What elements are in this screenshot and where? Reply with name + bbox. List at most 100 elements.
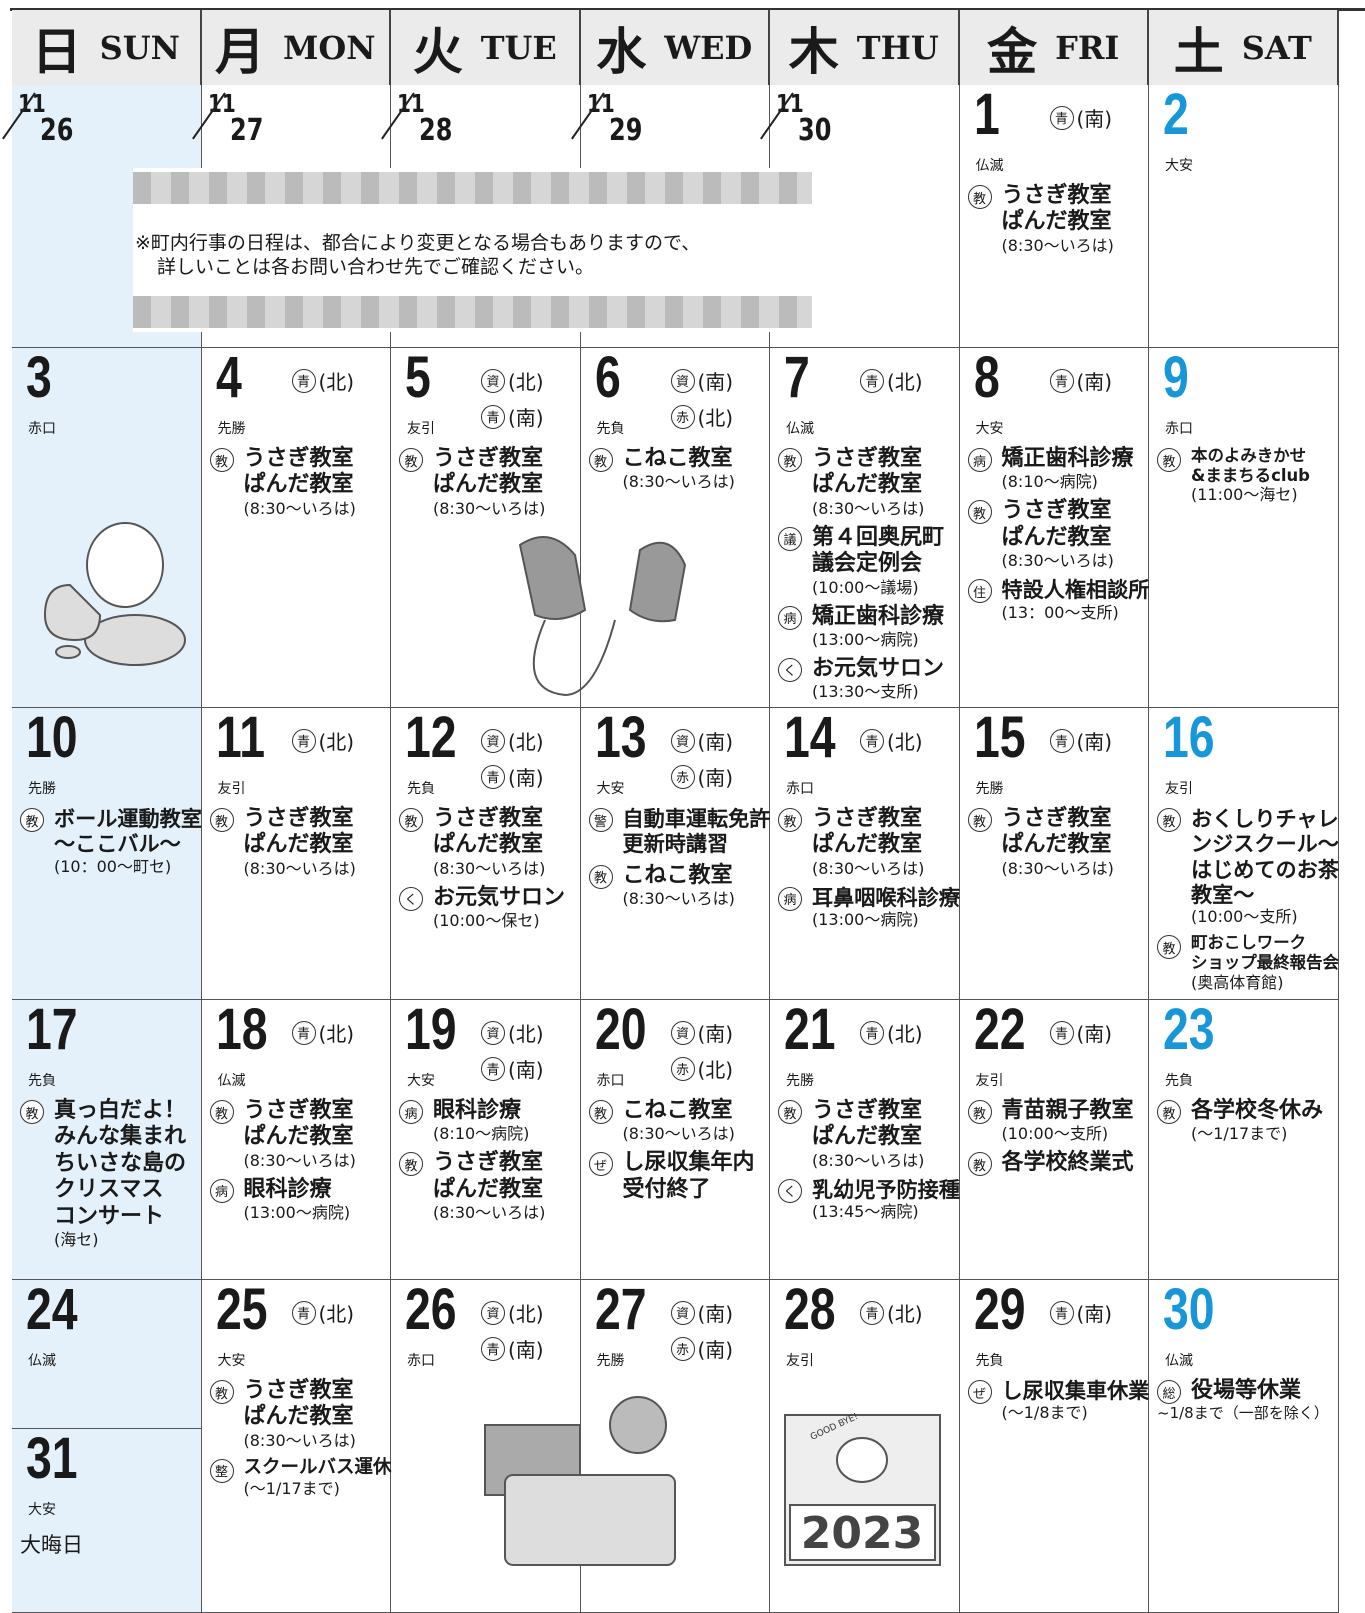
header-cell: 日 SUN <box>12 10 202 85</box>
tag-icon: 赤 <box>670 764 695 789</box>
day-cell: 28 友引 青 (北) <box>770 1277 960 1613</box>
event-note: (8:30〜いろは) <box>622 889 735 909</box>
collection-tag: 青 (北) <box>860 366 923 395</box>
event-title: 町おこしワーク <box>1191 933 1307 953</box>
event-note: (8:30〜いろは) <box>433 498 546 518</box>
events: 教うさぎ教室 ぱんだ教室 (8:30〜いろは) <box>209 806 389 885</box>
day-cell: 1 仏滅 青 (南) 教うさぎ教室 ぱんだ教室 (8:30〜いろは) <box>959 82 1149 348</box>
event-icon: 病 <box>778 886 802 911</box>
tag-area: (北) <box>318 1022 355 1046</box>
event-note: (10:00〜支所) <box>1191 907 1298 927</box>
event-title: ぱんだ教室 <box>812 472 923 498</box>
tag-icon: 資 <box>670 728 695 753</box>
event-title: &ままちるclub <box>1191 465 1310 485</box>
rokuyo: 仏滅 <box>217 1073 246 1089</box>
event-icon: 教 <box>967 1100 992 1124</box>
collection-tag: 資 (北) <box>481 726 544 755</box>
event: 病耳鼻咽喉科診療 (13:00〜病院) <box>778 885 960 930</box>
event-title: うさぎ教室 <box>243 1378 354 1403</box>
rokuyo: 大安 <box>28 1502 56 1518</box>
tag-area: (北) <box>887 370 923 394</box>
day-cell: 15 先勝 青 (南) 教うさぎ教室 ぱんだ教室 (8:30〜いろは) <box>959 705 1149 1000</box>
day: 2 <box>1163 82 1189 147</box>
event-icon: 病 <box>209 1178 234 1203</box>
tag-icon: 資 <box>670 368 695 393</box>
event-title: コンサート <box>54 1203 165 1229</box>
event-icon: 教 <box>588 448 613 472</box>
tag-icon: 青 <box>860 1020 884 1045</box>
events: 病眼科診療 (8:10〜病院) 教うさぎ教室 ぱんだ教室 (8:30〜いろは) <box>399 1098 578 1229</box>
event-title: 教室〜 <box>1191 882 1255 908</box>
event-note: (8:30〜いろは) <box>1001 235 1114 255</box>
event-icon: 教 <box>588 864 613 889</box>
tag-area: (南) <box>508 1058 544 1082</box>
event-title: うさぎ教室 <box>433 446 544 471</box>
day: 3 <box>26 345 52 410</box>
event: 整スクールバス運休 (〜1/17まで) <box>209 1457 392 1499</box>
day-cell: 25 大安 青 (北) 教うさぎ教室 ぱんだ教室 (8:30〜いろは) 整スクールバス運休 (〜… <box>201 1277 392 1613</box>
event-note: (8:30〜いろは) <box>1001 551 1114 571</box>
event-icon: ぜ <box>967 1380 992 1404</box>
event-title: こねこ教室 <box>622 446 733 471</box>
event-note: (11:00〜海セ) <box>1191 485 1298 505</box>
day-cell: 10 先勝教ボール運動教室 〜ここバル〜 (10：00〜町セ) <box>12 705 202 1000</box>
event-note: (8:30〜いろは) <box>243 858 356 878</box>
events: 教青苗親子教室 (10:00〜支所) 教各学校終業式 <box>967 1098 1147 1183</box>
rokuyo: 赤口 <box>786 781 814 797</box>
day-cell: 4 先勝 青 (北) 教うさぎ教室 ぱんだ教室 (8:30〜いろは) <box>201 345 391 708</box>
day: 6 <box>594 345 621 410</box>
event-icon: 教 <box>20 808 44 832</box>
event: 教うさぎ教室 ぱんだ教室 (8:30〜いろは) <box>967 183 1147 256</box>
day: 31 <box>26 1426 78 1491</box>
events: 教うさぎ教室 ぱんだ教室 (8:30〜いろは) <box>967 806 1147 885</box>
event-title: 議会定例会 <box>812 551 923 577</box>
event-note: (〜1/17まで) <box>1191 1124 1288 1144</box>
weekday-kanji: 木 <box>788 21 839 81</box>
event-title: ンジスクール〜 <box>1191 831 1339 857</box>
collection-tag: 青 (南) <box>481 1334 544 1363</box>
event: くお元気サロン (10:00〜保セ) <box>399 885 578 931</box>
day-cell: 7 仏滅青 (北) 教うさぎ教室 ぱんだ教室 (8:30〜いろは) 議第４回奥尻町 議会定例会… <box>770 345 960 708</box>
event-title: 各学校冬休み <box>1191 1098 1324 1123</box>
event: 教うさぎ教室 ぱんだ教室 (8:30〜いろは) <box>399 446 578 519</box>
event-title: こねこ教室 <box>622 862 733 888</box>
day: 30 <box>1163 1277 1215 1342</box>
event-icon: く <box>399 886 423 911</box>
rokuyo: 赤口 <box>1165 421 1193 437</box>
event-icon: 教 <box>778 808 802 832</box>
weekday-en: FRI <box>1055 28 1120 67</box>
tag-area: (南) <box>1076 1302 1113 1326</box>
event: 議第４回奥尻町 議会定例会 (10:00〜議場) <box>778 525 957 598</box>
day-cell: 2 大安 <box>1149 82 1339 348</box>
strip <box>133 296 812 328</box>
event-icon: 教 <box>399 808 423 832</box>
collection-tag: 青 (北) <box>291 1298 354 1327</box>
tag-icon: 青 <box>1049 1020 1074 1045</box>
event-note: (13:00〜病院) <box>812 629 919 649</box>
day-cell: 6 先負資 (南) 赤 (北) 教こねこ教室 (8:30〜いろは) <box>580 345 770 708</box>
event-title: 本のよみきかせ <box>1191 446 1307 465</box>
day-cell: 29 先負 青 (南) ぜし尿収集車休業 (〜1/8まで) <box>959 1277 1149 1613</box>
day-cell: 14 赤口 青 (北) 教うさぎ教室 ぱんだ教室 (8:30〜いろは) 病耳鼻咽喉科診療 (13… <box>770 705 960 1000</box>
tag-icon: 青 <box>1049 105 1074 130</box>
day: 16 <box>1163 705 1215 770</box>
rokuyo: 赤口 <box>28 421 56 437</box>
day: 28 <box>419 113 453 148</box>
event-title: 乳幼児予防接種 <box>812 1176 960 1202</box>
collection-tag: 赤 (南) <box>670 762 733 791</box>
collection-tag: 資 (南) <box>670 726 733 755</box>
rokuyo: 仏滅 <box>786 421 814 437</box>
tag-icon: 青 <box>1049 1300 1074 1325</box>
event: 教こねこ教室 (8:30〜いろは) <box>588 862 768 909</box>
event-note: (10:00〜保セ) <box>433 911 540 931</box>
event-title: 青苗親子教室 <box>1001 1098 1134 1123</box>
event: 教各学校終業式 <box>967 1150 1147 1177</box>
rokuyo: 大安 <box>217 1353 246 1369</box>
event: ぜし尿収集車休業 (〜1/8まで) <box>967 1378 1149 1423</box>
event: 教うさぎ教室 ぱんだ教室 (8:30〜いろは) <box>209 1378 389 1451</box>
event: 教本のよみきかせ &ままちるclub (11:00〜海セ) <box>1157 446 1336 505</box>
tag-area: (南) <box>1076 370 1113 394</box>
event-title: 眼科診療 <box>433 1098 522 1123</box>
rokuyo: 先負 <box>1165 1073 1193 1089</box>
rokuyo: 友引 <box>217 781 246 797</box>
